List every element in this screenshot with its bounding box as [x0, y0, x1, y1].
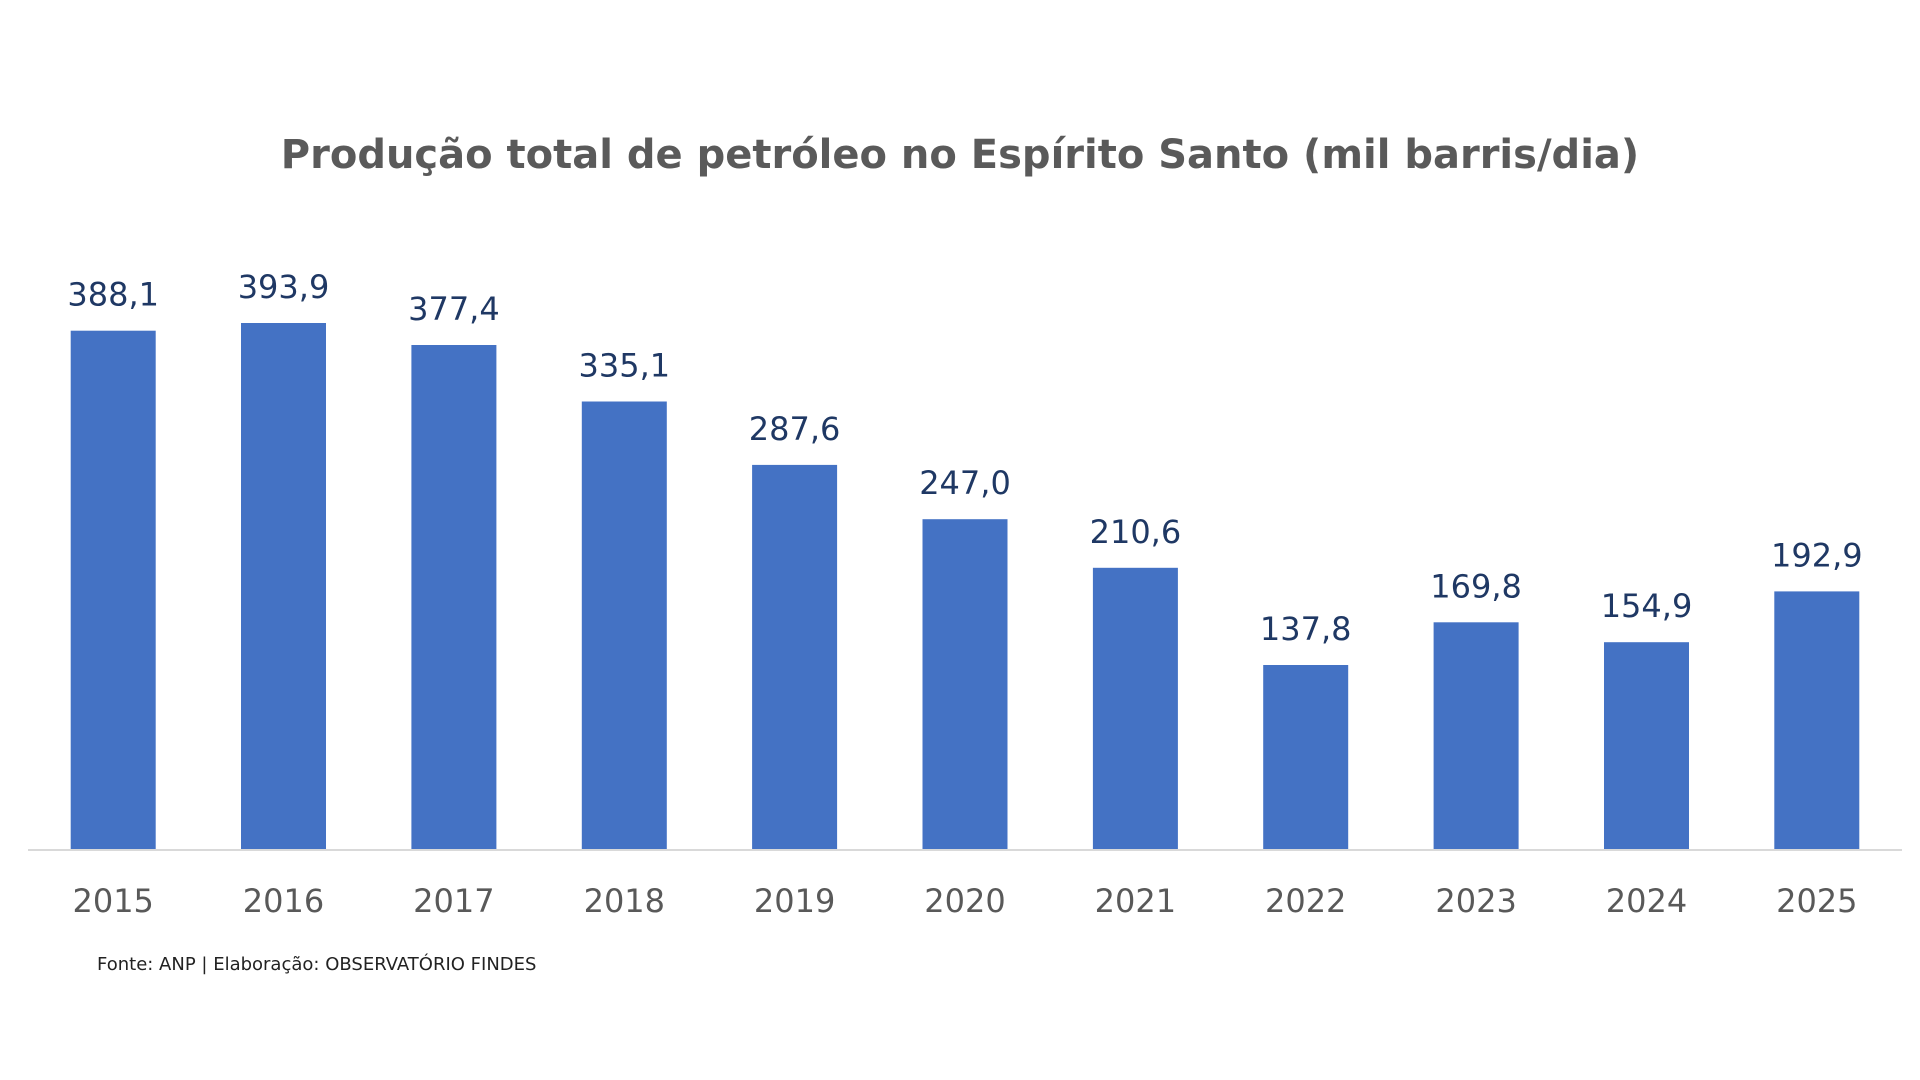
value-label-2015: 388,1 — [67, 276, 159, 314]
bar-2019 — [752, 464, 838, 849]
x-tick-label-2016: 2016 — [243, 882, 324, 920]
value-label-2017: 377,4 — [408, 290, 500, 328]
bar-2015 — [70, 330, 156, 849]
value-label-2018: 335,1 — [578, 347, 670, 385]
source-note: Fonte: ANP | Elaboração: OBSERVATÓRIO FI… — [97, 954, 537, 975]
bar-2023 — [1433, 622, 1519, 849]
value-label-2024: 154,9 — [1601, 587, 1693, 625]
value-label-2021: 210,6 — [1090, 513, 1182, 551]
chart-title: Produção total de petróleo no Espírito S… — [280, 132, 1640, 178]
x-tick-label-2025: 2025 — [1776, 882, 1857, 920]
bar-2022 — [1263, 665, 1349, 849]
x-tick-label-2024: 2024 — [1606, 882, 1687, 920]
x-tick-label-2023: 2023 — [1435, 882, 1516, 920]
x-tick-label-2022: 2022 — [1265, 882, 1346, 920]
x-tick-label-2019: 2019 — [754, 882, 835, 920]
value-label-2016: 393,9 — [238, 268, 330, 306]
bar-2018 — [581, 401, 667, 849]
x-tick-labels-group: 2015 2016 2017 2018 2019 2020 2021 2022 2023 2024… — [72, 882, 1857, 920]
x-tick-label-2020: 2020 — [924, 882, 1005, 920]
x-tick-label-2017: 2017 — [413, 882, 494, 920]
bars-group — [70, 323, 1860, 849]
bar-2025 — [1774, 591, 1860, 849]
bar-2024 — [1604, 642, 1689, 849]
x-tick-label-2018: 2018 — [584, 882, 665, 920]
bar-2016 — [241, 323, 326, 849]
x-tick-label-2021: 2021 — [1095, 882, 1176, 920]
value-label-2025: 192,9 — [1771, 536, 1863, 574]
value-label-2019: 287,6 — [749, 410, 841, 448]
value-label-2020: 247,0 — [919, 464, 1011, 502]
value-labels-group: 388,1 393,9 377,4 335,1 287,6 247,0 210,6 137,8… — [67, 268, 1862, 648]
bar-2020 — [922, 519, 1008, 849]
x-tick-label-2015: 2015 — [72, 882, 153, 920]
value-label-2023: 169,8 — [1430, 567, 1522, 605]
value-label-2022: 137,8 — [1260, 610, 1352, 648]
bar-2017 — [411, 345, 497, 849]
bar-2021 — [1092, 567, 1178, 849]
